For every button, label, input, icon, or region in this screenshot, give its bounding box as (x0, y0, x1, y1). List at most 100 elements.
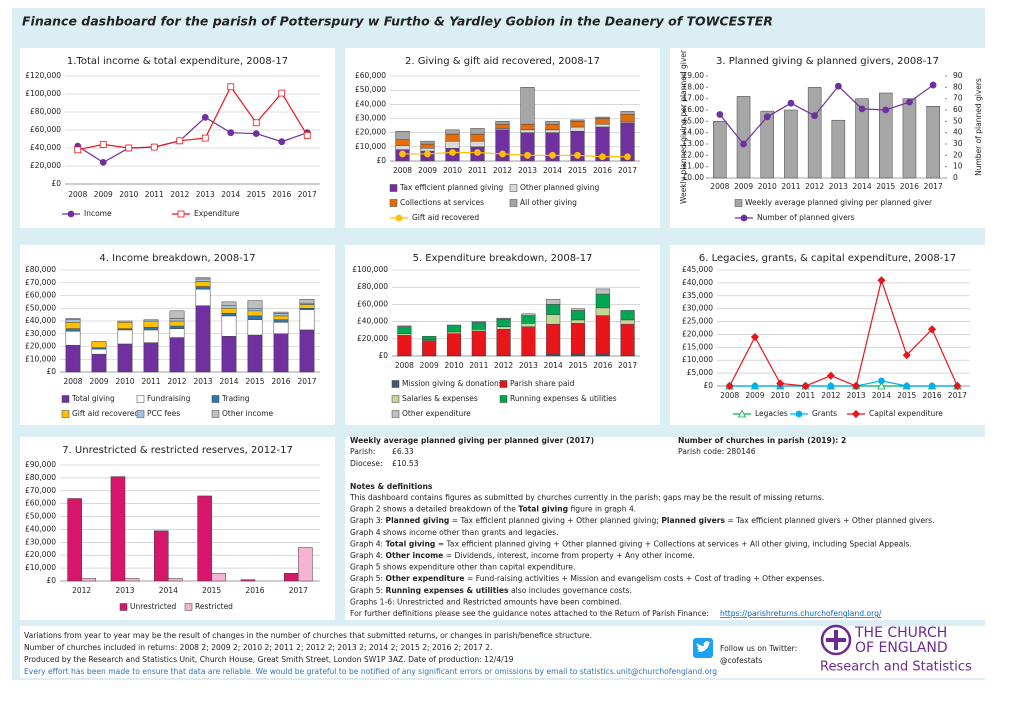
bar (195, 305, 211, 373)
marker (878, 377, 885, 385)
bar (284, 573, 299, 582)
bar (240, 579, 256, 582)
y-tick-label: £10,000 (682, 355, 713, 364)
marker (227, 83, 235, 91)
bar (620, 323, 635, 356)
y-tick-label: £0 (46, 367, 56, 376)
legend-label: Capital expenditure (869, 409, 943, 418)
x-tick-label: 2016 (923, 391, 942, 400)
x-tick-label: 2013 (518, 166, 537, 175)
marker (801, 381, 810, 391)
marker (125, 144, 133, 152)
bar (169, 318, 185, 322)
y-tick-label: £30,000 (355, 114, 386, 123)
x-tick-label: 2017 (618, 361, 637, 370)
page-title: Finance dashboard for the parish of Pott… (22, 14, 773, 29)
note-segment: Graph 5 shows expenditure other than cap… (350, 563, 575, 572)
y2-tick-label: 10 (953, 162, 963, 171)
y-tick-label: £30,000 (25, 537, 56, 546)
marker (740, 140, 747, 148)
bar (595, 293, 610, 309)
footer-line: Produced by the Research and Statistics … (24, 655, 514, 664)
twitter-handle: @cofestats (720, 656, 762, 665)
legend-swatch (389, 199, 398, 207)
y-tick-label: £80,000 (25, 473, 56, 482)
legend-swatch (499, 395, 508, 403)
bar (570, 310, 586, 321)
note-segment: Graphs 1-6: Unrestricted and Restricted … (350, 597, 622, 606)
bar (784, 109, 798, 179)
marker (252, 130, 260, 138)
bar (124, 578, 140, 582)
legend-label: Income (84, 209, 112, 218)
bar (496, 317, 511, 320)
marker (787, 99, 795, 107)
note-segment: Total giving (386, 539, 436, 548)
bar (397, 326, 412, 334)
summary-label: Parish: (350, 447, 375, 456)
legend-label: Restricted (195, 602, 233, 611)
x-tick-label: 2017 (297, 377, 316, 386)
logo-ring (820, 624, 852, 656)
x-tick-label: 2017 (948, 391, 967, 400)
y-tick-label: £80,000 (30, 107, 61, 116)
y-tick-label: £40,000 (25, 316, 56, 325)
bar (395, 145, 410, 150)
marker (278, 89, 286, 97)
x-tick-label: 2016 (900, 182, 919, 191)
bar (221, 336, 237, 373)
x-tick-label: 2008 (395, 361, 414, 370)
legend-swatch (119, 603, 128, 611)
bar (471, 330, 486, 356)
x-tick-label: 2013 (519, 361, 538, 370)
bar (620, 114, 635, 122)
y-tick-label: £120,000 (25, 71, 61, 80)
bar (521, 313, 536, 316)
bar (299, 309, 315, 331)
legend-label: Total giving (71, 394, 115, 403)
y-tick-label: £10,000 (355, 142, 386, 151)
chart: 6. Legacies, grants, & capital expenditu… (670, 245, 985, 425)
x-tick-label: 2017 (298, 190, 317, 199)
marker (795, 410, 803, 418)
legend-swatch (61, 395, 70, 403)
bar (195, 277, 211, 280)
note-segment: = Dividends, interest, income from prope… (443, 551, 694, 560)
bar (299, 304, 315, 309)
x-tick-label: 2010 (444, 361, 463, 370)
bar (169, 328, 185, 338)
x-tick-label: 2009 (745, 391, 764, 400)
marker (574, 151, 581, 159)
legend-label: Other planned giving (520, 183, 600, 192)
x-tick-label: 2010 (758, 182, 777, 191)
y-tick-label: £1.00 (683, 162, 705, 171)
x-tick-label: 2008 (720, 391, 739, 400)
legend-label: Unrestricted (130, 602, 176, 611)
bar (878, 92, 893, 179)
bar (470, 133, 485, 142)
marker (751, 382, 759, 390)
note-line: Graph 3: Planned giving = Tax efficient … (350, 516, 935, 525)
bar (595, 118, 610, 125)
legend-label: Other income (222, 409, 274, 418)
marker (74, 146, 82, 154)
bar (470, 128, 485, 135)
x-tick-label: 2012 (805, 182, 824, 191)
bar (471, 321, 486, 323)
legend-label: Parish share paid (510, 379, 575, 388)
footer-line: Number of churches included in returns: … (24, 643, 493, 652)
y-tick-label: £60,000 (355, 71, 386, 80)
marker (395, 214, 403, 222)
marker (99, 140, 107, 148)
bar (397, 325, 412, 328)
y-tick-label: £15,000 (682, 342, 713, 351)
marker (624, 153, 631, 161)
bar (395, 139, 410, 146)
bar (520, 123, 535, 131)
bar (713, 121, 727, 179)
bar (470, 140, 485, 148)
marker (776, 379, 785, 388)
y-tick-label: £6.00 (683, 105, 705, 114)
y2-tick-label: 30 (953, 139, 963, 148)
legend-label: Gift aid recovered (72, 409, 139, 418)
